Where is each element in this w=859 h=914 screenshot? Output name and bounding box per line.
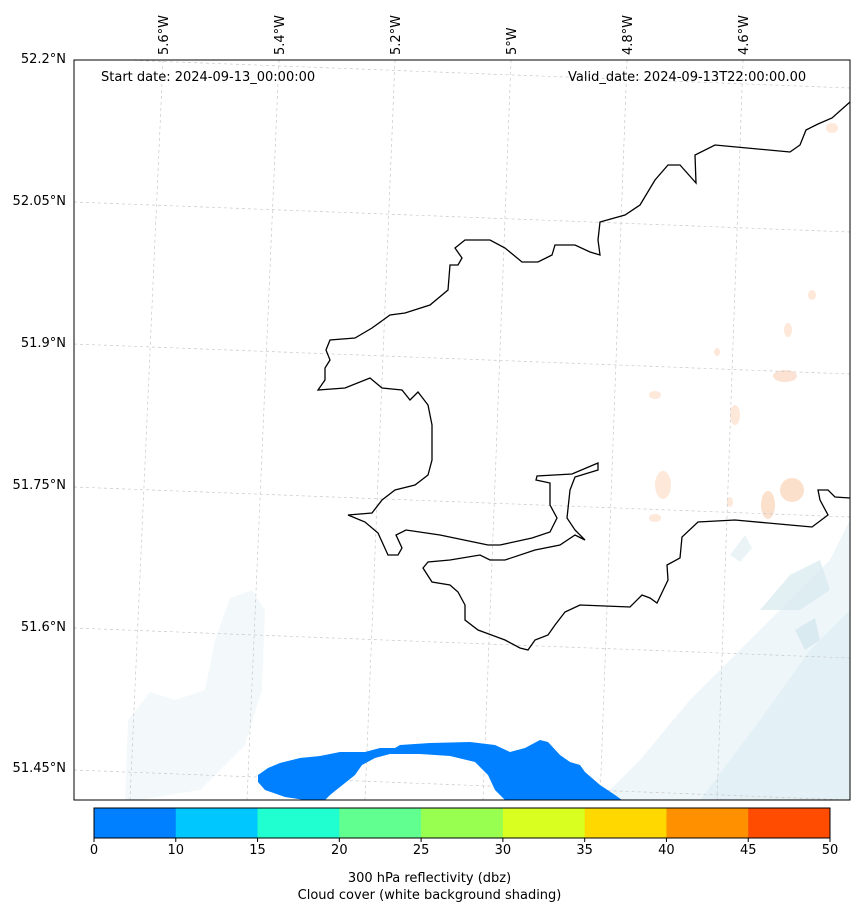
lon-label: 4.8°W [621,14,636,55]
colorbar-segment [421,808,504,838]
map-frame [73,59,851,801]
weak-reflectivity-speckles [649,123,838,522]
colorbar-caption-line1: 300 hPa reflectivity (dbz) [347,871,512,886]
colorbar-tick-label: 10 [167,843,185,858]
colorbar-segment [175,808,259,838]
colorbar-caption-line2: Cloud cover (white background shading) [297,888,562,903]
colorbar-tick-label: 40 [658,843,675,858]
colorbar-tick-label: 50 [821,843,839,858]
colorbar-tick-label: 25 [412,843,430,858]
colorbar-tick-label: 30 [494,843,512,858]
lon-label: 4.6°W [737,14,752,55]
colorbar-tick-label: 15 [249,843,266,858]
cloud-cover-shading [125,520,850,800]
valid-date: Valid_date: 2024-09-13T22:00:00.00 [568,70,807,85]
lon-label: 5°W [505,27,520,55]
colorbar-tick-label: 0 [89,843,99,858]
colorbar-segment [748,808,831,838]
colorbar-tick-label: 35 [576,843,593,858]
colorbar-segment [257,808,340,838]
lat-label: 51.9°N [20,336,66,351]
colorbar-segment [94,808,177,838]
colorbar-segment [339,808,422,838]
lat-label: 51.6°N [20,620,66,635]
colorbar-segment [584,808,667,838]
lat-label: 52.2°N [20,52,66,67]
reflectivity-blob [258,740,622,800]
colorbar-frame [93,807,831,839]
colorbar-tick-label: 20 [331,843,348,858]
lat-label: 52.05°N [12,194,66,209]
lat-label: 51.75°N [12,478,66,493]
colorbar-segment [666,808,749,838]
lat-label: 51.45°N [12,761,66,776]
lon-label: 5.4°W [273,14,288,55]
coastline [316,101,850,651]
colorbar-segment [502,808,586,838]
colorbar-tick-label: 45 [739,843,757,858]
colorbar [93,807,831,842]
lon-label: 5.2°W [389,14,404,55]
start-date: Start date: 2024-09-13_00:00:00 [101,70,316,85]
lon-label: 5.6°W [157,14,172,55]
